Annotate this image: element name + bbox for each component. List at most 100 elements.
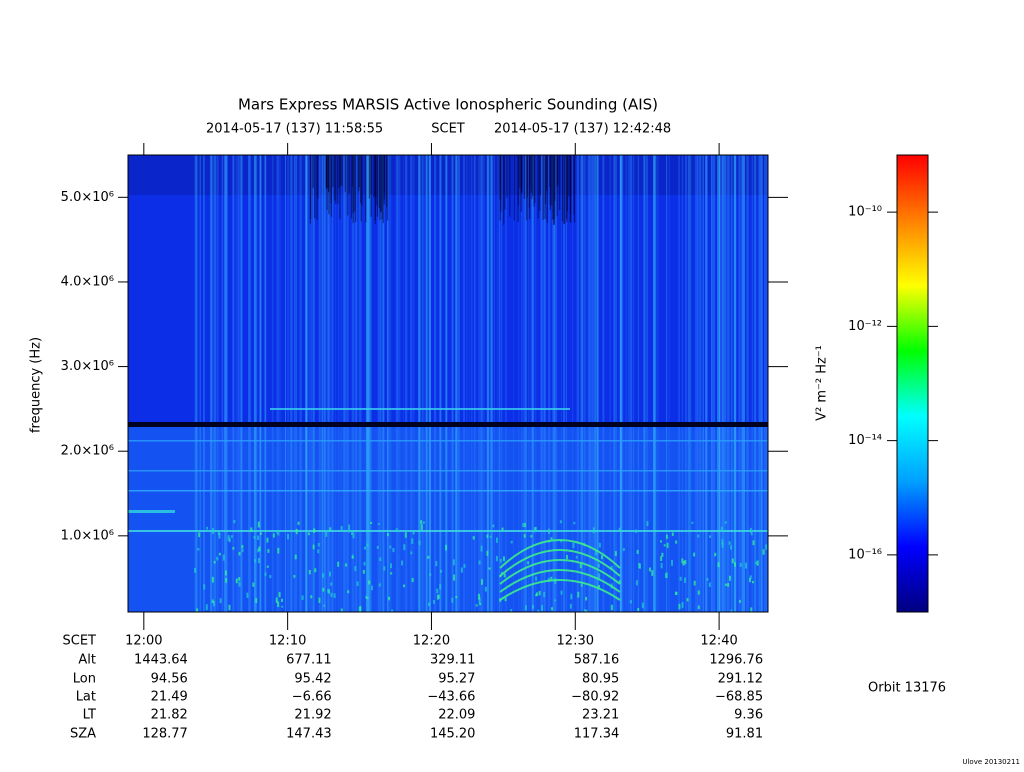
texture-stripe — [718, 155, 721, 612]
texture-echo — [708, 582, 711, 587]
texture-dark — [344, 155, 346, 192]
texture-stripe — [738, 155, 741, 612]
texture-dark — [382, 155, 384, 224]
texture-echo — [752, 540, 755, 546]
colorbar-label: V² m⁻² Hz⁻¹ — [815, 345, 830, 421]
texture-dark — [383, 155, 385, 200]
texture-echo — [218, 532, 221, 539]
texture-stripe — [342, 155, 346, 612]
texture-stripe — [337, 155, 340, 612]
texture-stripe — [421, 155, 424, 612]
texture-echo — [665, 534, 668, 539]
ephemeris-value: 80.95 — [582, 672, 619, 687]
texture-echo — [489, 535, 492, 538]
texture-echo — [503, 573, 506, 578]
texture-echo — [697, 605, 700, 610]
texture-echo — [354, 566, 357, 572]
texture-echo — [272, 533, 275, 538]
texture-dark — [509, 155, 511, 217]
texture-echo — [390, 563, 393, 569]
texture-echo — [618, 527, 621, 531]
texture-stripe — [355, 155, 357, 612]
texture-stripe — [594, 155, 596, 612]
texture-echo — [238, 581, 241, 587]
texture-stripe — [722, 155, 725, 612]
texture-stripe — [621, 155, 623, 612]
texture-stripe — [541, 155, 544, 612]
texture-echo — [749, 577, 752, 583]
texture-stripe — [563, 155, 566, 612]
texture-echo — [724, 583, 727, 586]
texture-stripe — [619, 155, 622, 612]
texture-echo — [206, 526, 209, 530]
texture-stripe — [702, 155, 704, 612]
texture-echo — [510, 609, 513, 612]
texture-echo — [435, 561, 438, 567]
ephemeris-row-label: Alt — [78, 653, 96, 668]
texture-stripe — [487, 155, 489, 612]
texture-stripe — [613, 155, 615, 612]
texture-stripe — [295, 155, 298, 612]
texture-stripe — [240, 155, 243, 612]
texture-stripe — [540, 155, 543, 612]
texture-stripe — [468, 155, 470, 612]
texture-dark — [316, 155, 318, 221]
texture-stripe — [439, 155, 441, 612]
texture-stripe — [496, 155, 499, 612]
texture-echo — [598, 584, 601, 588]
texture-stripe — [480, 155, 483, 612]
x-tick-label: 12:20 — [413, 634, 450, 649]
texture-echo — [660, 556, 663, 562]
texture-echo — [637, 607, 640, 612]
texture-band — [128, 530, 768, 532]
texture-echo — [580, 584, 583, 587]
texture-echo — [577, 591, 580, 598]
texture-echo — [337, 561, 340, 567]
texture-stripe — [379, 155, 382, 612]
texture-stripe — [287, 155, 289, 612]
texture-echo — [566, 554, 569, 560]
time-system: SCET — [431, 122, 465, 137]
texture-echo — [267, 549, 270, 553]
texture-echo — [325, 531, 328, 537]
texture-stripe — [766, 155, 768, 612]
texture-echo — [751, 580, 754, 584]
texture-stripe — [210, 155, 212, 612]
texture-stripe — [742, 155, 744, 612]
texture-echo — [388, 596, 391, 601]
y-axis-label: frequency (Hz) — [29, 337, 44, 433]
texture-echo — [547, 528, 550, 534]
texture-stripe — [713, 155, 715, 612]
texture-echo — [573, 521, 576, 525]
texture-echo — [198, 532, 201, 538]
texture-stripe — [718, 155, 721, 612]
texture-dark — [533, 155, 535, 207]
texture-echo — [219, 598, 222, 604]
ephemeris-value: 1296.76 — [709, 653, 763, 668]
texture-stripe — [290, 155, 293, 612]
ephemeris-value: 94.56 — [151, 672, 188, 687]
texture-stripe — [247, 155, 250, 612]
texture-echo — [480, 579, 483, 585]
texture-stripe — [718, 155, 721, 612]
texture-stripe — [499, 155, 501, 612]
texture-echo — [717, 562, 720, 568]
texture-echo — [472, 536, 475, 540]
texture-echo — [756, 560, 759, 566]
texture-echo — [579, 563, 582, 569]
orbit-label: Orbit 13176 — [868, 681, 946, 696]
texture-stripe — [195, 155, 198, 612]
spectrogram-top-band — [128, 155, 768, 195]
texture-stripe — [764, 155, 767, 612]
texture-dark — [539, 155, 542, 196]
chart-title: Mars Express MARSIS Active Ionospheric S… — [238, 96, 658, 114]
colorbar-tick-label: 10⁻¹⁴ — [848, 433, 882, 448]
texture-stripe — [619, 155, 622, 612]
texture-dark — [355, 155, 357, 222]
texture-echo — [730, 545, 733, 550]
texture-echo — [750, 532, 753, 536]
start-time: 2014-05-17 (137) 11:58:55 — [206, 122, 383, 137]
texture-stripe — [426, 155, 428, 612]
texture-echo — [693, 580, 696, 586]
texture-echo — [308, 569, 311, 575]
